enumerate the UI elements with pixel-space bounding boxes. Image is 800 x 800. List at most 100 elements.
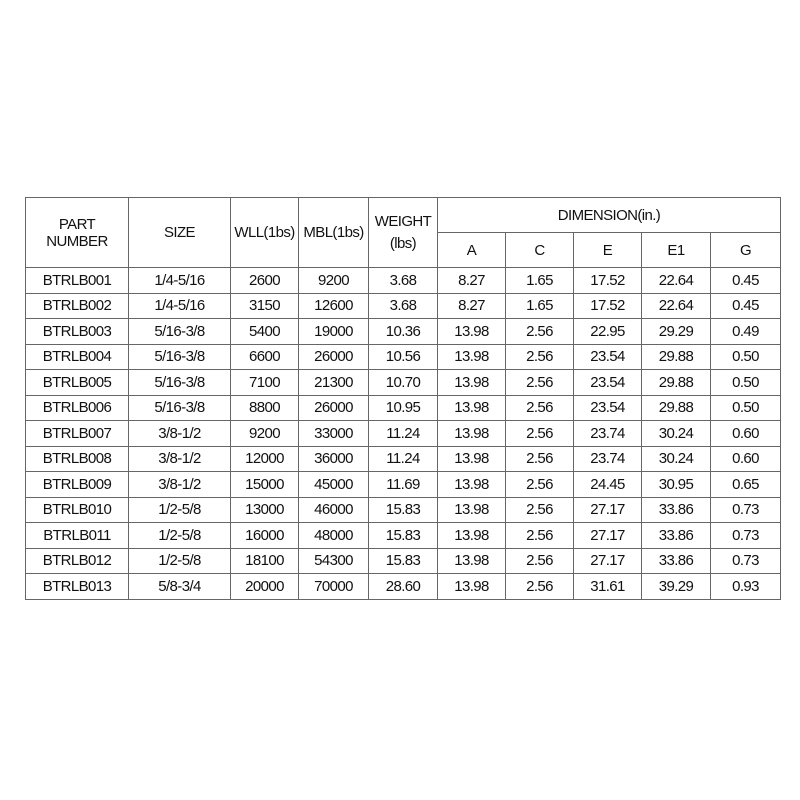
cell-weight: 28.60	[368, 573, 438, 600]
cell-part-number: BTRLB004	[25, 343, 129, 370]
cell-dim-c: 2.56	[505, 573, 574, 600]
cell-mbl: 21300	[298, 369, 369, 396]
cell-dim-e: 23.54	[573, 369, 642, 396]
cell-dim-a: 8.27	[437, 267, 506, 294]
cell-size: 1/4-5/16	[128, 292, 231, 319]
cell-weight: 10.95	[368, 394, 438, 421]
cell-dim-e1: 39.29	[641, 573, 711, 600]
cell-mbl: 26000	[298, 343, 369, 370]
cell-dim-g: 0.45	[710, 292, 781, 319]
cell-dim-g: 0.65	[710, 471, 781, 498]
cell-mbl: 9200	[298, 267, 369, 294]
header-weight: WEIGHT (lbs)	[368, 197, 438, 268]
cell-weight: 10.56	[368, 343, 438, 370]
cell-weight: 10.36	[368, 318, 438, 345]
table-row: BTRLB001 1/4-5/16 2600 9200 3.68 8.27 1.65 17.5…	[25, 267, 781, 294]
cell-mbl: 70000	[298, 573, 369, 600]
cell-weight: 15.83	[368, 547, 438, 574]
cell-dim-a: 13.98	[437, 343, 506, 370]
cell-dim-c: 2.56	[505, 318, 574, 345]
cell-part-number: BTRLB007	[25, 420, 129, 447]
cell-dim-c: 2.56	[505, 394, 574, 421]
cell-dim-a: 13.98	[437, 573, 506, 600]
cell-dim-a: 13.98	[437, 496, 506, 523]
header-dim-e1: E1	[641, 232, 711, 268]
cell-part-number: BTRLB011	[25, 522, 129, 549]
table-row: BTRLB013 5/8-3/4 20000 70000 28.60 13.98 2.56 3…	[25, 573, 781, 600]
cell-mbl: 26000	[298, 394, 369, 421]
cell-dim-a: 8.27	[437, 292, 506, 319]
cell-mbl: 46000	[298, 496, 369, 523]
cell-dim-e1: 33.86	[641, 547, 711, 574]
table-row: BTRLB002 1/4-5/16 3150 12600 3.68 8.27 1.65 17.…	[25, 292, 781, 319]
cell-dim-c: 1.65	[505, 267, 574, 294]
table-row: BTRLB010 1/2-5/8 13000 46000 15.83 13.98 2.56 2…	[25, 496, 781, 523]
cell-mbl: 33000	[298, 420, 369, 447]
cell-dim-e: 27.17	[573, 496, 642, 523]
cell-size: 1/2-5/8	[128, 496, 231, 523]
cell-dim-e: 27.17	[573, 547, 642, 574]
header-part-number: PART NUMBER	[25, 197, 129, 268]
cell-dim-e1: 22.64	[641, 292, 711, 319]
cell-wll: 20000	[230, 573, 299, 600]
cell-dim-g: 0.50	[710, 343, 781, 370]
table-row: BTRLB011 1/2-5/8 16000 48000 15.83 13.98 2.56 2…	[25, 522, 781, 549]
table-row: BTRLB006 5/16-3/8 8800 26000 10.95 13.98 2.56 2…	[25, 394, 781, 421]
cell-part-number: BTRLB002	[25, 292, 129, 319]
specification-table: PART NUMBER SIZE WLL(1bs) MBL(1bs) WEIGH…	[25, 197, 781, 600]
cell-dim-c: 2.56	[505, 496, 574, 523]
cell-dim-c: 2.56	[505, 343, 574, 370]
cell-dim-c: 2.56	[505, 547, 574, 574]
cell-dim-a: 13.98	[437, 471, 506, 498]
cell-dim-e: 23.54	[573, 394, 642, 421]
cell-dim-g: 0.60	[710, 445, 781, 472]
header-dim-g: G	[710, 232, 781, 268]
cell-size: 3/8-1/2	[128, 445, 231, 472]
table-row: BTRLB009 3/8-1/2 15000 45000 11.69 13.98 2.56 2…	[25, 471, 781, 498]
cell-dim-e1: 29.88	[641, 369, 711, 396]
table-header: PART NUMBER SIZE WLL(1bs) MBL(1bs) WEIGH…	[25, 197, 781, 268]
cell-part-number: BTRLB008	[25, 445, 129, 472]
cell-wll: 7100	[230, 369, 299, 396]
header-size: SIZE	[128, 197, 231, 268]
cell-size: 3/8-1/2	[128, 420, 231, 447]
cell-dim-a: 13.98	[437, 522, 506, 549]
cell-dim-a: 13.98	[437, 547, 506, 574]
cell-size: 5/16-3/8	[128, 343, 231, 370]
cell-dim-g: 0.73	[710, 522, 781, 549]
cell-part-number: BTRLB003	[25, 318, 129, 345]
cell-mbl: 12600	[298, 292, 369, 319]
cell-dim-e: 23.54	[573, 343, 642, 370]
cell-size: 1/2-5/8	[128, 522, 231, 549]
cell-weight: 3.68	[368, 292, 438, 319]
cell-mbl: 48000	[298, 522, 369, 549]
cell-dim-e: 24.45	[573, 471, 642, 498]
cell-wll: 9200	[230, 420, 299, 447]
table-row: BTRLB012 1/2-5/8 18100 54300 15.83 13.98 2.56 2…	[25, 547, 781, 574]
table-row: BTRLB005 5/16-3/8 7100 21300 10.70 13.98 2.56 2…	[25, 369, 781, 396]
cell-weight: 11.24	[368, 420, 438, 447]
cell-dim-c: 2.56	[505, 369, 574, 396]
cell-weight: 15.83	[368, 522, 438, 549]
cell-dim-a: 13.98	[437, 318, 506, 345]
cell-dim-e1: 22.64	[641, 267, 711, 294]
cell-wll: 18100	[230, 547, 299, 574]
cell-dim-a: 13.98	[437, 445, 506, 472]
cell-part-number: BTRLB013	[25, 573, 129, 600]
cell-dim-g: 0.50	[710, 369, 781, 396]
cell-dim-e1: 30.24	[641, 445, 711, 472]
cell-dim-e: 27.17	[573, 522, 642, 549]
cell-dim-e: 17.52	[573, 292, 642, 319]
header-mbl: MBL(1bs)	[298, 197, 369, 268]
cell-part-number: BTRLB009	[25, 471, 129, 498]
cell-dim-e: 31.61	[573, 573, 642, 600]
cell-size: 1/2-5/8	[128, 547, 231, 574]
header-dim-a: A	[437, 232, 506, 268]
cell-wll: 5400	[230, 318, 299, 345]
cell-dim-e1: 30.95	[641, 471, 711, 498]
cell-mbl: 54300	[298, 547, 369, 574]
cell-dim-g: 0.49	[710, 318, 781, 345]
cell-dim-c: 2.56	[505, 522, 574, 549]
cell-mbl: 45000	[298, 471, 369, 498]
table-row: BTRLB003 5/16-3/8 5400 19000 10.36 13.98 2.56 2…	[25, 318, 781, 345]
